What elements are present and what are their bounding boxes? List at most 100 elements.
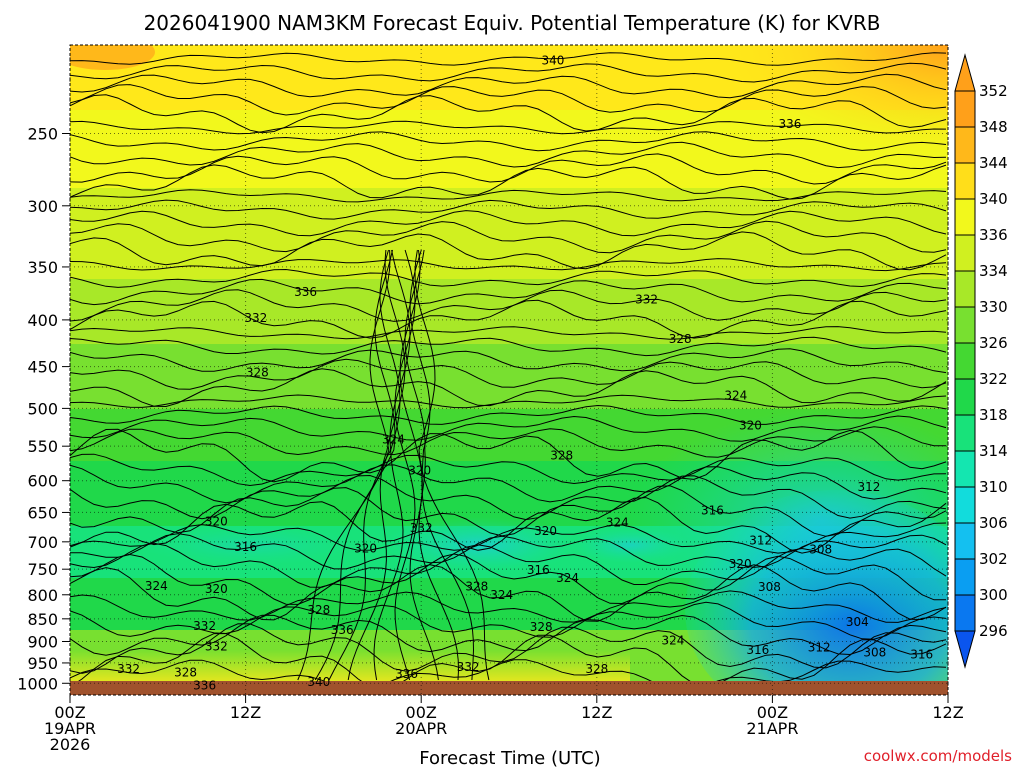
contour-label: 328 xyxy=(465,579,488,593)
contour-line xyxy=(70,542,947,588)
contour-label: 324 xyxy=(661,634,684,648)
x-tick-label: 12Z xyxy=(230,703,261,722)
contour-line xyxy=(70,131,947,152)
contour-line xyxy=(297,249,391,681)
colorbar-label: 296 xyxy=(979,622,1008,640)
contour-label: 328 xyxy=(307,603,330,617)
x-tick-label: 00Z xyxy=(54,703,85,722)
contour-label: 324 xyxy=(724,388,747,402)
contour-label: 332 xyxy=(244,311,267,325)
contour-label: 320 xyxy=(205,582,228,596)
contour-label: 332 xyxy=(457,660,480,674)
credit-text: coolwx.com/models xyxy=(864,747,1012,765)
plot-frame xyxy=(69,44,949,696)
contour-label: 328 xyxy=(530,620,553,634)
colorbar-segment xyxy=(955,451,975,488)
y-tick-label: 450 xyxy=(27,358,58,377)
contour-label: 328 xyxy=(585,662,608,676)
contour-label: 332 xyxy=(193,619,216,633)
theta-e-contour-lines xyxy=(70,52,947,692)
chart-title: 2026041900 NAM3KM Forecast Equiv. Potent… xyxy=(144,11,881,35)
contour-label: 340 xyxy=(307,675,330,689)
colorbar-segment xyxy=(955,487,975,524)
contour-label: 320 xyxy=(408,464,431,478)
x-axis-label: Forecast Time (UTC) xyxy=(419,748,600,768)
colorbar-label: 310 xyxy=(979,478,1008,496)
contour-label: 316 xyxy=(234,540,257,554)
contour-line xyxy=(70,84,947,116)
y-tick-label: 600 xyxy=(27,472,58,491)
contour-line xyxy=(70,141,947,169)
contour-line xyxy=(70,553,946,605)
contour-line xyxy=(70,258,947,272)
y-tick-label: 850 xyxy=(27,610,58,629)
contour-label: 336 xyxy=(294,285,317,299)
contour-label: 332 xyxy=(205,639,228,653)
contour-label: 320 xyxy=(534,524,557,538)
contour-label: 312 xyxy=(808,641,831,655)
contour-line xyxy=(314,249,396,681)
x-tick-label: 21APR xyxy=(746,719,798,738)
colorbar-segment xyxy=(955,235,975,272)
contour-line xyxy=(70,590,947,623)
colorbar-label: 340 xyxy=(979,190,1008,208)
contour-label: 308 xyxy=(863,645,886,659)
colorbar-extend-top xyxy=(954,53,976,92)
contour-label: 312 xyxy=(858,480,881,494)
colorbar-label: 334 xyxy=(979,262,1008,280)
colorbar-label: 314 xyxy=(979,442,1008,460)
contour-line xyxy=(70,326,947,340)
x-tick-label: 12Z xyxy=(581,703,612,722)
colorbar-segment xyxy=(955,379,975,416)
contour-label: 328 xyxy=(669,332,692,346)
plot-area xyxy=(70,45,948,695)
y-tick-label: 250 xyxy=(27,124,58,143)
contour-line xyxy=(70,453,947,487)
contour-line xyxy=(70,564,947,622)
contour-label: 308 xyxy=(809,543,832,557)
contour-label: 336 xyxy=(395,667,418,681)
contour-label: 320 xyxy=(354,542,377,556)
colorbar-label: 336 xyxy=(979,226,1008,244)
cool-midlevel-region xyxy=(570,527,690,563)
y-tick-label: 750 xyxy=(27,560,58,579)
y-tick-label: 300 xyxy=(27,197,58,216)
contour-line xyxy=(70,268,947,288)
contour-line xyxy=(394,249,416,681)
colorbar-label: 326 xyxy=(979,334,1008,352)
contour-label: 328 xyxy=(246,366,269,380)
contour-label: 336 xyxy=(331,623,354,637)
contour-value-labels: 3403363363323323283283243243203203283123… xyxy=(117,54,933,693)
contour-label: 324 xyxy=(490,588,513,602)
contour-line xyxy=(70,614,947,656)
y-tick-label: 700 xyxy=(27,533,58,552)
contour-label: 324 xyxy=(145,579,168,593)
y-tick-label: 650 xyxy=(27,503,58,522)
colorbar-extend-bottom xyxy=(954,630,976,669)
colorbar-label: 348 xyxy=(979,118,1008,136)
contour-line xyxy=(70,601,947,640)
contour-line xyxy=(70,189,947,203)
contour-label: 328 xyxy=(550,448,573,462)
contour-line xyxy=(409,249,475,681)
contour-label: 328 xyxy=(174,665,197,679)
contour-line xyxy=(70,394,947,409)
y-tick-label: 350 xyxy=(27,258,58,277)
contour-line xyxy=(70,299,947,339)
y-tick-label: 500 xyxy=(27,399,58,418)
y-tick-label: 800 xyxy=(27,586,58,605)
contour-label: 320 xyxy=(205,514,228,528)
contour-label: 332 xyxy=(117,662,140,676)
contour-line xyxy=(70,164,947,200)
x-tick-label: 20APR xyxy=(395,719,447,738)
colorbar-label: 352 xyxy=(979,82,1008,100)
warm-upper-corner xyxy=(720,45,948,155)
colorbar-label: 322 xyxy=(979,370,1008,388)
contour-line xyxy=(70,358,947,390)
colorbar-label: 318 xyxy=(979,406,1008,424)
contour-line xyxy=(404,249,460,681)
contour-line xyxy=(70,497,947,554)
contour-label: 312 xyxy=(749,534,772,548)
contour-label: 320 xyxy=(729,557,752,571)
